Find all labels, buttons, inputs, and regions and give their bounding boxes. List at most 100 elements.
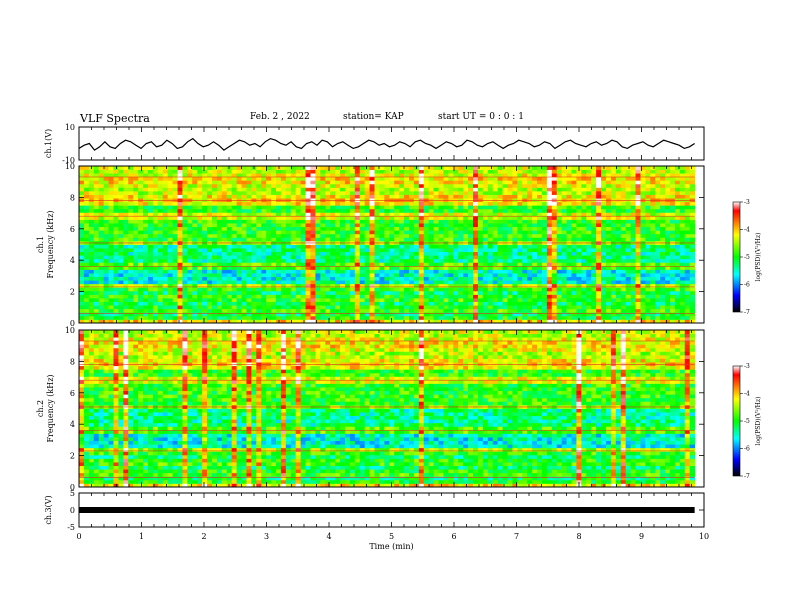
spectrogram-cell (93, 273, 100, 278)
spectrogram-cell (561, 255, 567, 260)
spectrogram-cell (147, 258, 154, 263)
spectrogram-cell (123, 166, 129, 170)
spectrogram-cell (546, 226, 553, 231)
spectrogram-cell (561, 205, 567, 210)
spectrogram-cell (300, 219, 306, 224)
spectrogram-cell (177, 176, 183, 181)
spectrogram-cell (162, 230, 169, 235)
spectrogram-cell (123, 219, 129, 224)
spectrogram-cell (138, 276, 144, 281)
spectrogram-cell (290, 319, 297, 324)
spectrogram-cell (325, 176, 331, 181)
spectrogram-cell (182, 215, 188, 220)
spectrogram-cell (113, 230, 119, 235)
spectrogram-cell (300, 251, 306, 256)
spectrogram-cell (497, 187, 503, 192)
spectrogram-cell (280, 166, 287, 170)
spectrogram-cell (561, 312, 567, 317)
spectrogram-cell (374, 223, 380, 228)
spectrogram-cell (482, 180, 489, 185)
spectrogram-cell (315, 190, 321, 195)
spectrogram-cell (295, 294, 302, 299)
spectrogram-cell (241, 187, 247, 192)
spectrogram-cell (359, 276, 366, 281)
spectrogram-cell (280, 319, 287, 324)
spectrogram-cell (167, 212, 173, 217)
spectrogram-cell (463, 183, 469, 188)
spectrogram-cell (271, 294, 277, 299)
spectrogram-cell (256, 294, 262, 299)
spectrogram-cell (138, 308, 144, 313)
spectrogram-cell (443, 205, 449, 210)
spectrogram-cell (512, 308, 518, 313)
spectrogram-cell (502, 219, 508, 224)
spectrogram-cell (241, 183, 247, 188)
spectrogram-cell (507, 283, 513, 288)
spectrogram-cell (581, 180, 587, 185)
spectrogram-cell (103, 187, 109, 192)
spectrogram-cell (581, 269, 587, 274)
spectrogram-cell (458, 290, 464, 295)
spectrogram-cell (487, 166, 494, 170)
spectrogram-cell (187, 237, 193, 242)
spectrogram-cell (192, 166, 198, 170)
spectrogram-cell (527, 183, 533, 188)
spectrogram-cell (497, 315, 503, 320)
spectrogram-cell (605, 230, 612, 235)
spectrogram-cell (280, 308, 287, 313)
spectrogram-ch1 (79, 166, 696, 324)
spectrogram-cell (473, 301, 479, 306)
spectrogram-cell (418, 280, 425, 285)
spectrogram-cell (320, 183, 326, 188)
spectrogram-cell (512, 244, 518, 249)
spectrogram-cell (497, 287, 503, 292)
spectrogram-cell (202, 315, 208, 320)
spectrogram-cell (211, 301, 218, 306)
spectrogram-cell (211, 166, 218, 170)
spectrogram-cell (261, 215, 267, 220)
spectrogram-cell (591, 219, 597, 224)
spectrogram-cell (502, 233, 508, 238)
spectrogram-cell (379, 169, 385, 174)
spectrogram-cell (300, 301, 306, 306)
spectrogram-cell (354, 262, 361, 267)
spectrogram-cell (482, 248, 489, 253)
spectrogram-cell (83, 208, 90, 213)
spectrogram-cell (463, 180, 469, 185)
spectrogram-cell (507, 315, 513, 320)
spectrogram-cell (601, 237, 607, 242)
spectrogram-cell (197, 226, 203, 231)
spectrogram-cell (601, 219, 607, 224)
spectrogram-cell (266, 315, 272, 320)
spectrogram-cell (359, 251, 366, 256)
spectrogram-cell (596, 187, 602, 192)
spectrogram-cell (251, 208, 257, 213)
spectrogram-cell (236, 176, 242, 181)
spectrogram-cell (207, 298, 213, 302)
spectrogram-cell (236, 276, 242, 281)
spectrogram-cell (128, 233, 134, 238)
spectrogram-cell (473, 276, 479, 281)
spectrogram-cell (276, 248, 282, 253)
spectrogram-cell (374, 169, 380, 174)
spectrogram-cell (280, 169, 287, 174)
spectrogram-cell (295, 194, 302, 199)
spectrogram-cell (497, 312, 503, 317)
spectrogram-cell (103, 294, 109, 299)
spectrogram-cell (143, 212, 149, 217)
spectrogram-cell (448, 230, 454, 235)
spectrogram-cell (384, 269, 390, 274)
spectrogram-cell (192, 265, 198, 270)
spectrogram-cell (172, 190, 178, 195)
spectrogram-cell (261, 294, 267, 299)
spectrogram-cell (443, 262, 449, 267)
spectrogram-cell (143, 248, 149, 253)
spectrogram-cell (187, 308, 193, 313)
spectrogram-cell (187, 312, 193, 317)
spectrogram-cell (379, 205, 385, 210)
spectrogram-cell (473, 208, 479, 213)
spectrogram-cell (448, 287, 454, 292)
spectrogram-cell (226, 287, 233, 292)
spectrogram-cell (438, 305, 444, 310)
spectrogram-cell (271, 198, 277, 203)
